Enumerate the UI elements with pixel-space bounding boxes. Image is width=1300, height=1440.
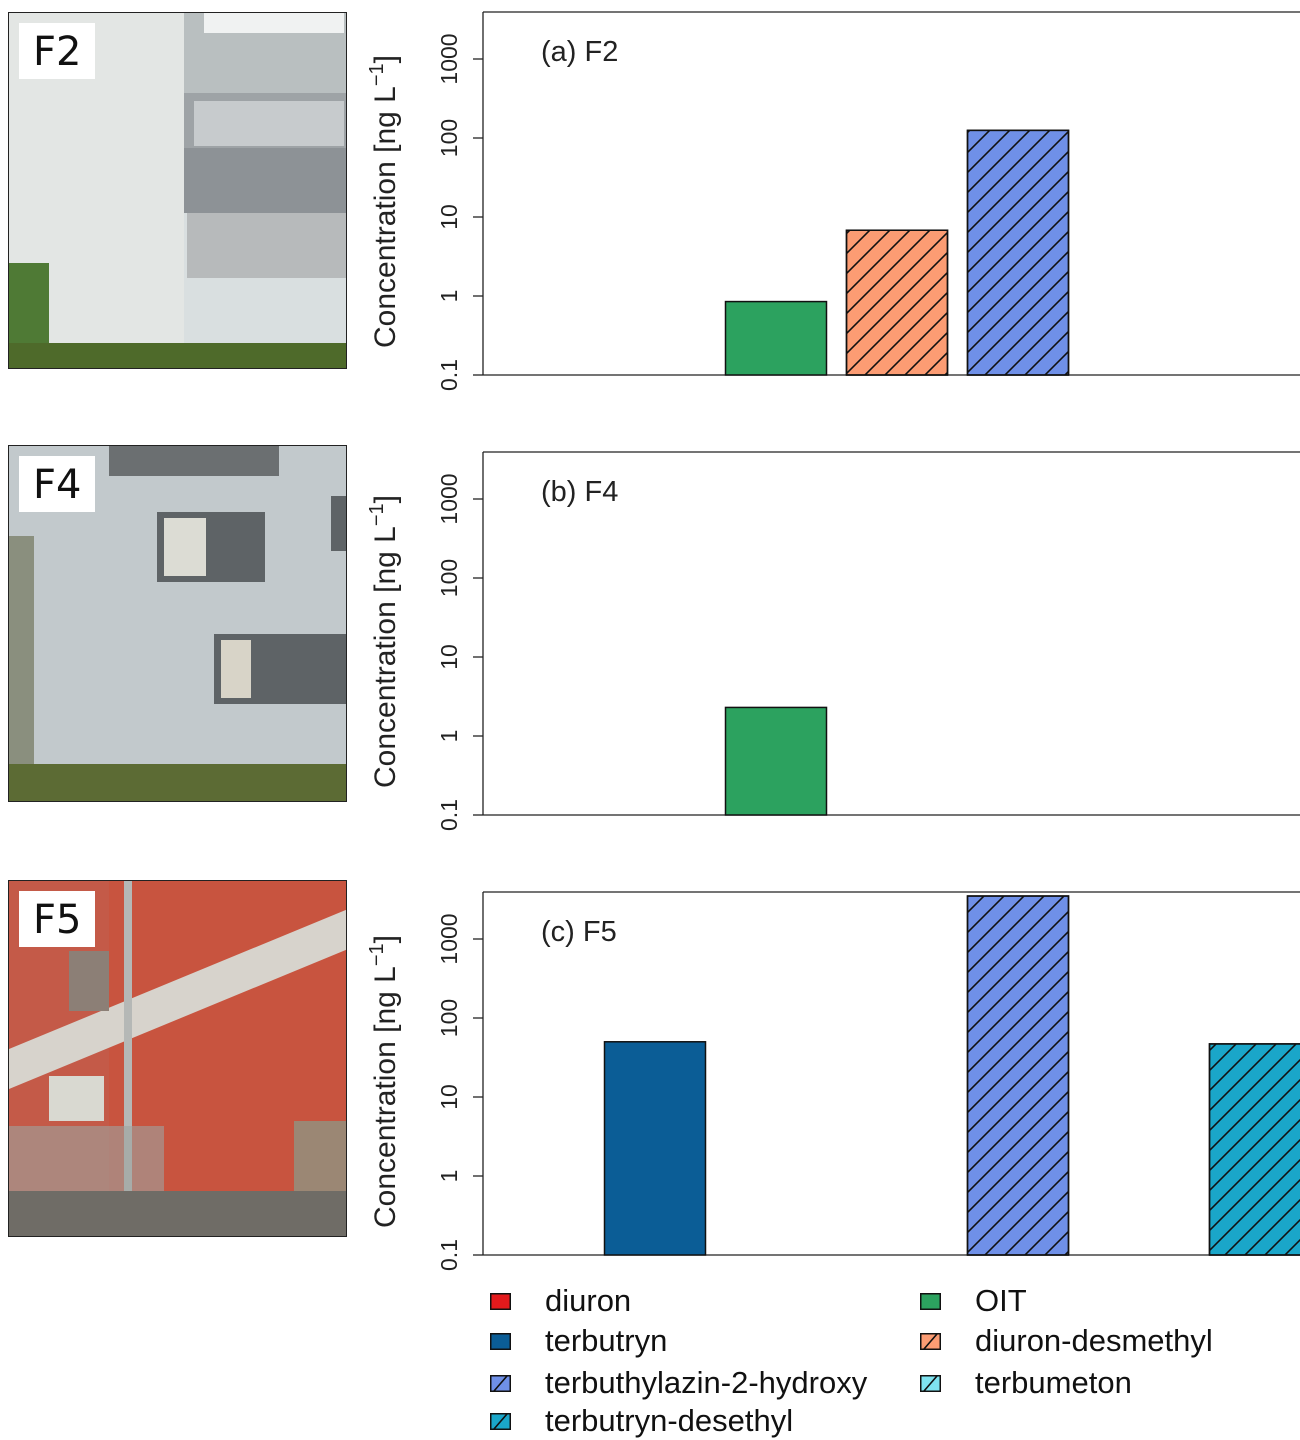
- photo-label: F5: [19, 891, 96, 947]
- legend-swatch: [490, 1292, 511, 1310]
- y-tick-label: 100: [436, 119, 462, 157]
- building-facade-white-photo: [9, 13, 346, 368]
- bar-OIT: [724, 300, 828, 376]
- y-axis-label: Concentration [ng L−1]: [366, 55, 402, 348]
- photo-f4: F4: [8, 445, 347, 802]
- chart-title: (b) F4: [541, 476, 618, 508]
- photo-label: F4: [19, 456, 96, 512]
- legend-swatch: [920, 1332, 941, 1350]
- building-facade-grey-photo: [9, 446, 346, 801]
- y-tick-label: 1000: [436, 913, 462, 964]
- legend-swatch: [920, 1374, 941, 1392]
- bar-OIT: [724, 706, 828, 816]
- y-tick-label: 0.1: [436, 1239, 462, 1271]
- legend-swatch: [490, 1374, 511, 1392]
- chart-title: (c) F5: [541, 916, 617, 948]
- legend-item: terbutryn: [490, 1322, 667, 1360]
- y-tick-label: 10: [436, 204, 462, 230]
- y-tick-label: 1: [436, 1170, 462, 1183]
- legend-swatch: [490, 1412, 511, 1430]
- bar-hatch-terbuthylazin-2-hydroxy: [966, 129, 1070, 376]
- bar-hatch-diuron-desmethyl: [845, 229, 949, 376]
- legend-item: terbutryn-desethyl: [490, 1402, 793, 1440]
- legend-item: diuron: [490, 1282, 631, 1320]
- legend-swatch: [920, 1292, 941, 1310]
- legend-item: terbuthylazin-2-hydroxy: [490, 1364, 867, 1402]
- y-tick-label: 1000: [436, 33, 462, 84]
- y-tick-label: 1000: [436, 473, 462, 524]
- y-tick-label: 1: [436, 290, 462, 303]
- legend-label: terbuthylazin-2-hydroxy: [545, 1365, 868, 1400]
- y-axis-label: Concentration [ng L−1]: [366, 495, 402, 788]
- y-tick-label: 100: [436, 999, 462, 1037]
- y-tick-label: 0.1: [436, 359, 462, 391]
- photo-f5: F5: [8, 880, 347, 1237]
- legend: diuron OIT terbutryn diuron-desmethyl terbut…: [490, 1282, 1290, 1440]
- legend-swatch: [490, 1332, 511, 1350]
- chart-panel: 0.1 1 10 100 1000 Concentration [ng L−1] (b) F…: [366, 451, 1300, 831]
- legend-label: terbutryn-desethyl: [545, 1403, 794, 1438]
- y-axis-label: Concentration [ng L−1]: [366, 935, 402, 1228]
- chart-panel: 0.1 1 10 100 1000 Concentration [ng L−1] (a) F…: [366, 11, 1300, 391]
- legend-item: diuron-desmethyl: [920, 1322, 1213, 1360]
- photo-label: F2: [19, 23, 96, 79]
- legend-item: OIT: [920, 1282, 1027, 1320]
- chart-panel: 0.1 1 10 100 1000 Concentration [ng L−1] (c) F…: [366, 891, 1300, 1271]
- legend-label: diuron: [545, 1283, 632, 1318]
- y-tick-label: 100: [436, 559, 462, 597]
- bar-hatch-terbuthylazin-2-hydroxy: [966, 895, 1070, 1256]
- chart-title: (a) F2: [541, 36, 618, 68]
- y-tick-label: 1: [436, 730, 462, 743]
- bar-hatch-terbutryn-desethyl: [1208, 1043, 1300, 1256]
- legend-label: terbutryn: [545, 1323, 668, 1358]
- legend-label: terbumeton: [975, 1365, 1132, 1400]
- legend-item: terbumeton: [920, 1364, 1132, 1402]
- photo-f2: F2: [8, 12, 347, 369]
- y-tick-label: 0.1: [436, 799, 462, 831]
- legend-label: OIT: [975, 1283, 1027, 1318]
- y-tick-label: 10: [436, 644, 462, 670]
- legend-label: diuron-desmethyl: [975, 1323, 1213, 1358]
- y-tick-label: 10: [436, 1084, 462, 1110]
- bar-terbutryn: [603, 1041, 707, 1256]
